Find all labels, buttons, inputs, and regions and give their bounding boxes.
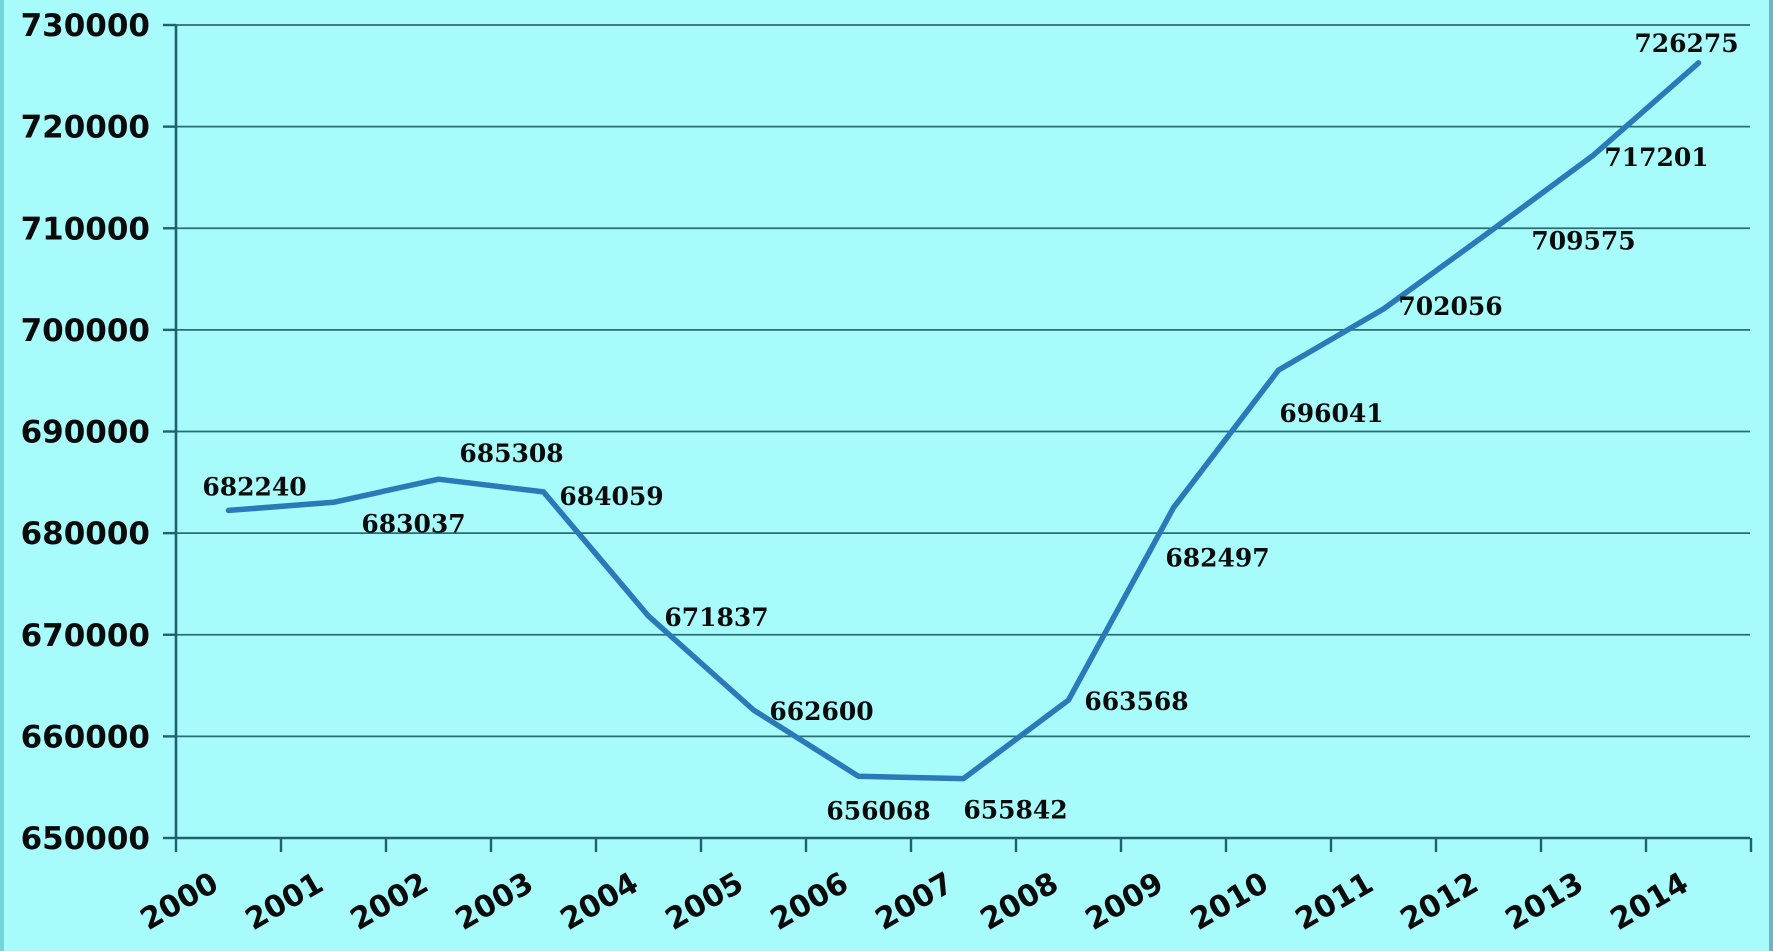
x-tick-label: 2010 — [1185, 866, 1275, 938]
x-tick-label: 2003 — [450, 866, 540, 938]
data-point-label: 656068 — [826, 796, 930, 825]
x-tick-label: 2011 — [1290, 866, 1380, 938]
x-tick-label: 2004 — [555, 866, 645, 938]
data-labels: 682240 683037 685308 684059 671837 662600 6560… — [202, 29, 1738, 825]
data-point-label: 682497 — [1165, 544, 1269, 573]
y-tick-label: 690000 — [21, 415, 150, 451]
data-series — [225, 60, 1702, 782]
data-point-label: 663568 — [1084, 687, 1188, 716]
y-tick-label: 670000 — [21, 618, 150, 654]
x-tick-label: 2008 — [975, 866, 1065, 938]
x-tick-label: 2006 — [765, 866, 855, 938]
x-tick-label: 2007 — [870, 866, 960, 938]
data-point-label: 709575 — [1531, 227, 1635, 256]
x-tick-label: 2009 — [1080, 866, 1170, 938]
x-tick-label: 2014 — [1605, 866, 1695, 938]
data-point-label: 655842 — [963, 796, 1067, 825]
y-tick-label: 710000 — [21, 211, 150, 247]
gridlines — [176, 24, 1750, 738]
y-tick-label: 680000 — [21, 516, 150, 552]
x-tick-label: 2013 — [1500, 866, 1590, 938]
x-axis — [174, 836, 1753, 852]
x-tick-label: 2001 — [240, 866, 330, 938]
y-tick-label: 660000 — [21, 719, 150, 755]
data-point-label: 662600 — [769, 697, 873, 726]
x-tick-label: 2000 — [135, 866, 225, 938]
x-tick-label: 2005 — [660, 866, 750, 938]
data-point-label: 671837 — [664, 603, 768, 632]
data-point-label: 685308 — [459, 439, 563, 468]
series-line — [225, 60, 1702, 782]
data-point-label: 717201 — [1604, 143, 1708, 172]
x-tick-labels: 2000 2001 2002 2003 2004 2005 2006 2007 2008 2009… — [135, 866, 1695, 938]
y-tick-label: 730000 — [21, 8, 150, 44]
data-point-label: 684059 — [559, 482, 663, 511]
x-tick-label: 2012 — [1395, 866, 1485, 938]
data-point-label: 683037 — [361, 509, 465, 538]
x-tick-label: 2002 — [345, 866, 435, 938]
data-point-label: 726275 — [1634, 29, 1738, 58]
data-point-label: 682240 — [202, 472, 306, 501]
data-point-label: 702056 — [1398, 292, 1502, 321]
y-tick-label: 700000 — [21, 313, 150, 349]
y-axis — [163, 23, 178, 840]
data-point-label: 696041 — [1279, 399, 1383, 428]
y-tick-label: 720000 — [21, 110, 150, 146]
y-tick-label: 650000 — [21, 821, 150, 857]
y-tick-labels: 650000 660000 670000 680000 690000 700000 7100… — [21, 8, 150, 857]
